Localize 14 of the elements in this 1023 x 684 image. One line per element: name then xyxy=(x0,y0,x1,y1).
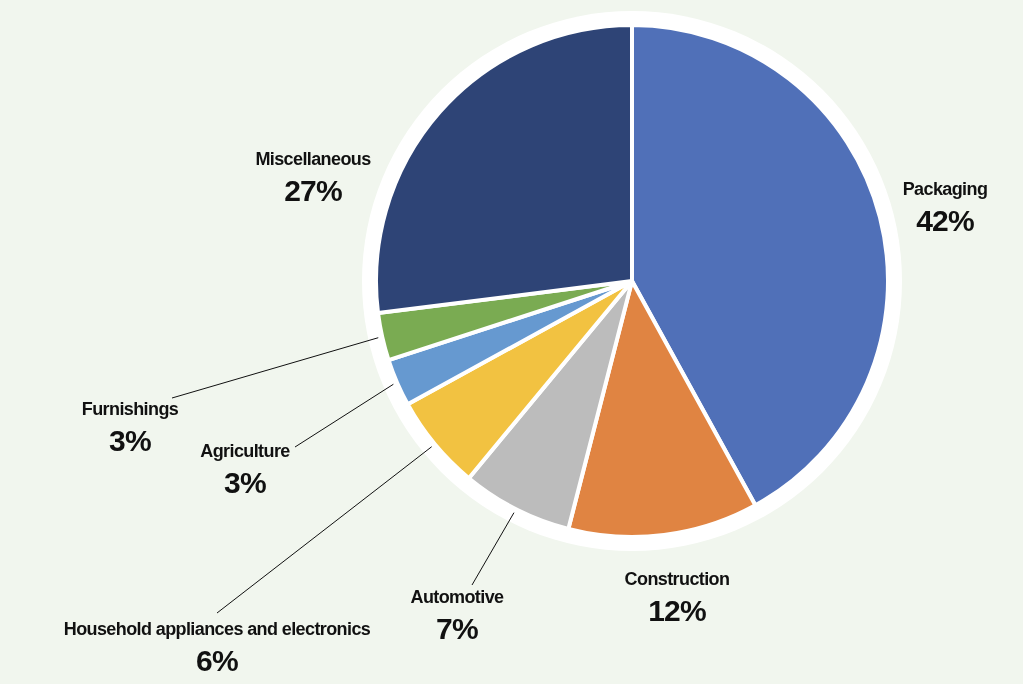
data-label: 27% xyxy=(284,174,342,207)
slice-label: Automotive xyxy=(410,587,505,607)
data-label: 42% xyxy=(916,204,974,237)
data-label: 3% xyxy=(224,466,266,499)
slice-label: Household appliances and electronics xyxy=(63,619,371,639)
slice-label: Miscellaneous xyxy=(255,149,372,169)
slice-label: Agriculture xyxy=(200,441,291,461)
data-label: 3% xyxy=(109,424,151,457)
data-label: 6% xyxy=(196,644,238,677)
data-label: 12% xyxy=(648,594,706,627)
slice-label: Furnishings xyxy=(81,399,179,419)
slice-label: Packaging xyxy=(902,179,988,199)
data-label: 7% xyxy=(436,612,478,645)
slice-label: Construction xyxy=(624,569,730,589)
